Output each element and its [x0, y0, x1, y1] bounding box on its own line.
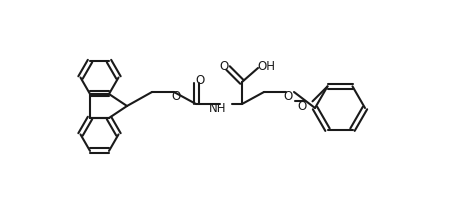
Text: O: O	[298, 100, 307, 113]
Text: O: O	[172, 89, 180, 103]
Text: O: O	[219, 59, 228, 73]
Text: NH: NH	[209, 103, 227, 115]
Text: O: O	[283, 89, 293, 103]
Text: O: O	[196, 74, 204, 88]
Text: OH: OH	[257, 59, 275, 73]
